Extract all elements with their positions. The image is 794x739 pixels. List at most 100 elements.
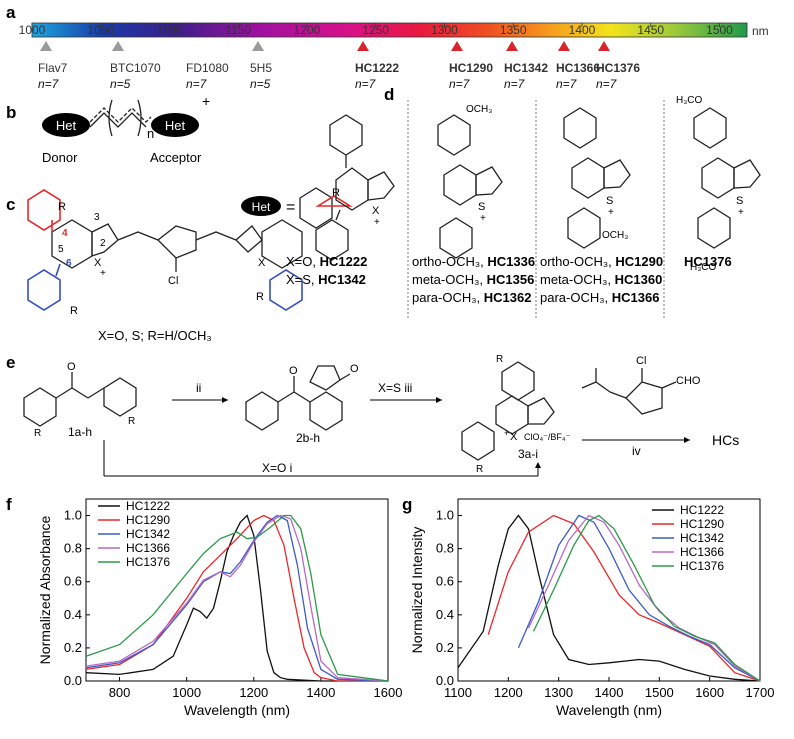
equals-sign: = <box>286 199 295 216</box>
spectrum-tick-label: 1350 <box>500 23 527 37</box>
plot-frame <box>85 498 389 682</box>
spectrum-tick-label: 1150 <box>225 23 251 37</box>
y-tick-label: 0.4 <box>64 607 82 622</box>
r-group-top-left: R <box>58 201 66 213</box>
panel-label-f: f <box>6 495 12 514</box>
legend-label: HC1376 <box>126 555 170 569</box>
dye-name: HC1376 <box>596 61 640 75</box>
d3-plus: + <box>608 207 614 218</box>
e-o1: O <box>67 361 76 373</box>
step-ii: ii <box>196 381 201 395</box>
e-o2: O <box>289 365 298 377</box>
structure-col2: OCH₃ S + <box>437 104 503 259</box>
legend-label: HC1376 <box>680 559 724 573</box>
x-tick-label: 1600 <box>695 685 724 700</box>
dye-n: n=7 <box>504 77 526 91</box>
d4-s: S <box>736 195 743 207</box>
dye-marker <box>598 41 610 51</box>
dye-marker <box>112 41 124 51</box>
x-right: X <box>258 257 266 269</box>
d4-h3co-bottom: H₃CO <box>690 262 717 273</box>
spectrum-tick-label: 1000 <box>19 23 46 37</box>
dye-core-structure: R R R R X + X Cl 3 4 5 6 2 X=O, S; R=H/O… <box>27 187 353 343</box>
spectrum-tick-label: 1050 <box>87 23 114 37</box>
legend-label: HC1222 <box>680 503 724 517</box>
emission-chart: 1100 1200 1300 1400 1500 1600 1700 0.0 0.2 0.4 0.6… <box>409 498 774 718</box>
x-tick-label: 1600 <box>374 685 403 700</box>
series-line-HC1366 <box>85 514 389 682</box>
plus-left: + <box>100 268 106 279</box>
absorbance-chart: 800 1000 1200 1400 1600 0.0 0.2 0.4 0.6 0.8 1.0 Wav… <box>37 498 403 718</box>
panel-c-caption: X=O, S; R=H/OCH₃ <box>98 328 212 343</box>
series-line-HC1376 <box>532 514 761 682</box>
x-tick-label: 1500 <box>645 685 674 700</box>
dye-name: HC1222 <box>355 61 399 75</box>
caption-line: X=S, HC1342 <box>286 272 366 287</box>
caption-line: meta-OCH₃, HC1360 <box>540 272 662 287</box>
dye-marker <box>558 41 570 51</box>
d4-h3co-top: H₃CO <box>676 95 703 106</box>
d2-och3: OCH₃ <box>466 104 492 115</box>
compound-3: 3a-i <box>518 447 538 461</box>
panel-label-c: c <box>6 195 15 214</box>
x-tick-label: 1200 <box>494 685 523 700</box>
pos-6: 6 <box>66 258 72 269</box>
series-line-HC1222 <box>85 514 388 682</box>
e-r3: R <box>496 354 503 365</box>
spectrum-tick-label: 1100 <box>157 23 183 37</box>
step-iv: iv <box>632 444 641 458</box>
caption-line: para-OCH₃, HC1362 <box>412 290 531 305</box>
product-label: HCs <box>712 432 739 448</box>
dye-name: HC1290 <box>449 61 493 75</box>
legend-label: HC1290 <box>126 513 170 527</box>
r-group-bottom-left: R <box>70 305 78 317</box>
d1-x: X <box>372 205 380 217</box>
reagent-cl: Cl <box>636 355 646 367</box>
legend-label: HC1366 <box>680 545 724 559</box>
pos-5: 5 <box>58 244 64 255</box>
dye-name: HC1366 <box>556 61 600 75</box>
legend-label: HC1342 <box>126 527 170 541</box>
panel-label-a: a <box>6 3 16 22</box>
spectrum-tick-label: 1400 <box>569 23 596 37</box>
dye-name: 5H5 <box>250 61 272 75</box>
spectrum-ticks: 1000 1050 1100 1150 1200 1250 1300 1350 1400 1450… <box>19 23 733 37</box>
dye-name: Flav7 <box>38 61 68 75</box>
spectrum-tick-label: 1200 <box>294 23 321 37</box>
spectrum-tick-label: 1250 <box>362 23 389 37</box>
cl-label: Cl <box>168 275 178 287</box>
x-tick-label: 1400 <box>595 685 624 700</box>
panel-label-g: g <box>402 495 412 514</box>
spectrum-bar <box>31 22 748 38</box>
polymethine-scheme: Het Het n + Donor Acceptor <box>42 93 210 165</box>
y-tick-label: 0.0 <box>436 673 454 688</box>
panel-label-b: b <box>6 103 16 122</box>
spectrum-dyes: Flav7 n=7 BTC1070 n=5 FD1080 n=7 5H5 n=5 HC1222 n… <box>38 41 640 91</box>
panel-label-d: d <box>384 85 394 104</box>
y-tick-label: 0.6 <box>436 574 454 589</box>
dye-n: n=7 <box>596 77 618 91</box>
structure-col1: X + <box>315 114 395 261</box>
legend-label: HC1222 <box>126 499 170 513</box>
y-tick-label: 0.8 <box>64 541 82 556</box>
caption-line: X=O, HC1222 <box>286 254 367 269</box>
y-tick-label: 0.8 <box>436 541 454 556</box>
dye-marker <box>506 41 518 51</box>
e-r1b: R <box>128 416 135 427</box>
d1-plus: + <box>374 217 380 228</box>
e-o2b: O <box>350 363 359 375</box>
series-line-HC1342 <box>517 514 761 682</box>
series-line-HC1342 <box>85 514 389 682</box>
panel-label-e: e <box>6 353 15 372</box>
x-axis-label: Wavelength (nm) <box>556 702 662 718</box>
dye-name: BTC1070 <box>110 61 161 75</box>
caption-line: ortho-OCH₃, HC1336 <box>412 254 535 269</box>
n-index: n <box>147 126 154 141</box>
spectrum-tick-label: 1450 <box>637 23 664 37</box>
caption-line: HC1376 <box>684 254 732 269</box>
dye-marker <box>357 41 369 51</box>
compound-2: 2b-h <box>296 431 320 445</box>
dye-n: n=5 <box>250 77 271 91</box>
acceptor-label: Acceptor <box>150 150 202 165</box>
